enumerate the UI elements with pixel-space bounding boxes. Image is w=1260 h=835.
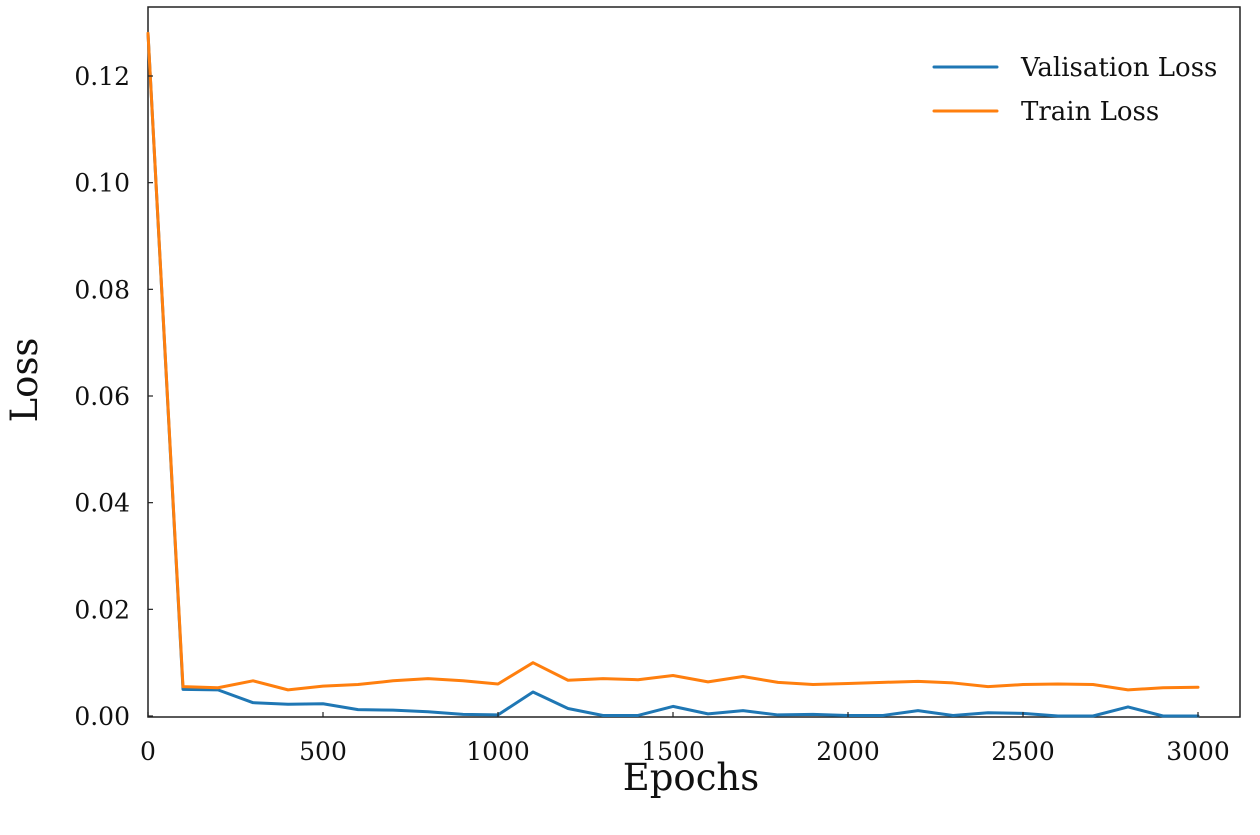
legend: Valisation Loss Train Loss (932, 53, 1217, 127)
x-tick-label: 500 (299, 737, 347, 766)
y-tick-label: 0.02 (74, 595, 130, 624)
x-tick-label: 1500 (641, 737, 705, 766)
x-tick-label: 3000 (1166, 737, 1230, 766)
y-tick-label: 0.10 (74, 169, 130, 198)
y-tick-label: 0.12 (74, 62, 130, 91)
x-axis: 0 500 1000 1500 2000 2500 3000 (140, 712, 1230, 766)
x-tick-label: 2000 (816, 737, 880, 766)
x-tick-label: 2500 (991, 737, 1055, 766)
validation-loss-line (146, 31, 1200, 718)
y-tick-label: 0.06 (74, 382, 130, 411)
validation-loss-legend-label: Valisation Loss (1020, 53, 1217, 83)
train-loss-legend-label: Train Loss (1021, 97, 1159, 127)
y-tick-label: 0.08 (74, 275, 130, 304)
plot-frame (147, 6, 1241, 718)
x-tick-label: 1000 (466, 737, 530, 766)
train-loss-line (146, 31, 1200, 692)
y-axis: 0.00 0.02 0.04 0.06 0.08 0.10 0.12 (74, 62, 153, 731)
y-tick-label: 0.04 (74, 489, 130, 518)
x-axis-title: Epochs (623, 756, 760, 799)
y-tick-label: 0.00 (74, 702, 130, 731)
x-tick-label: 0 (140, 737, 156, 766)
y-axis-title: Loss (3, 338, 46, 423)
series-layer (146, 31, 1200, 718)
